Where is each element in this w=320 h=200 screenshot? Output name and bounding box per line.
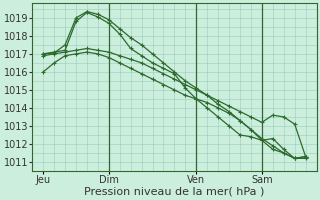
X-axis label: Pression niveau de la mer( hPa ): Pression niveau de la mer( hPa ) — [84, 187, 265, 197]
